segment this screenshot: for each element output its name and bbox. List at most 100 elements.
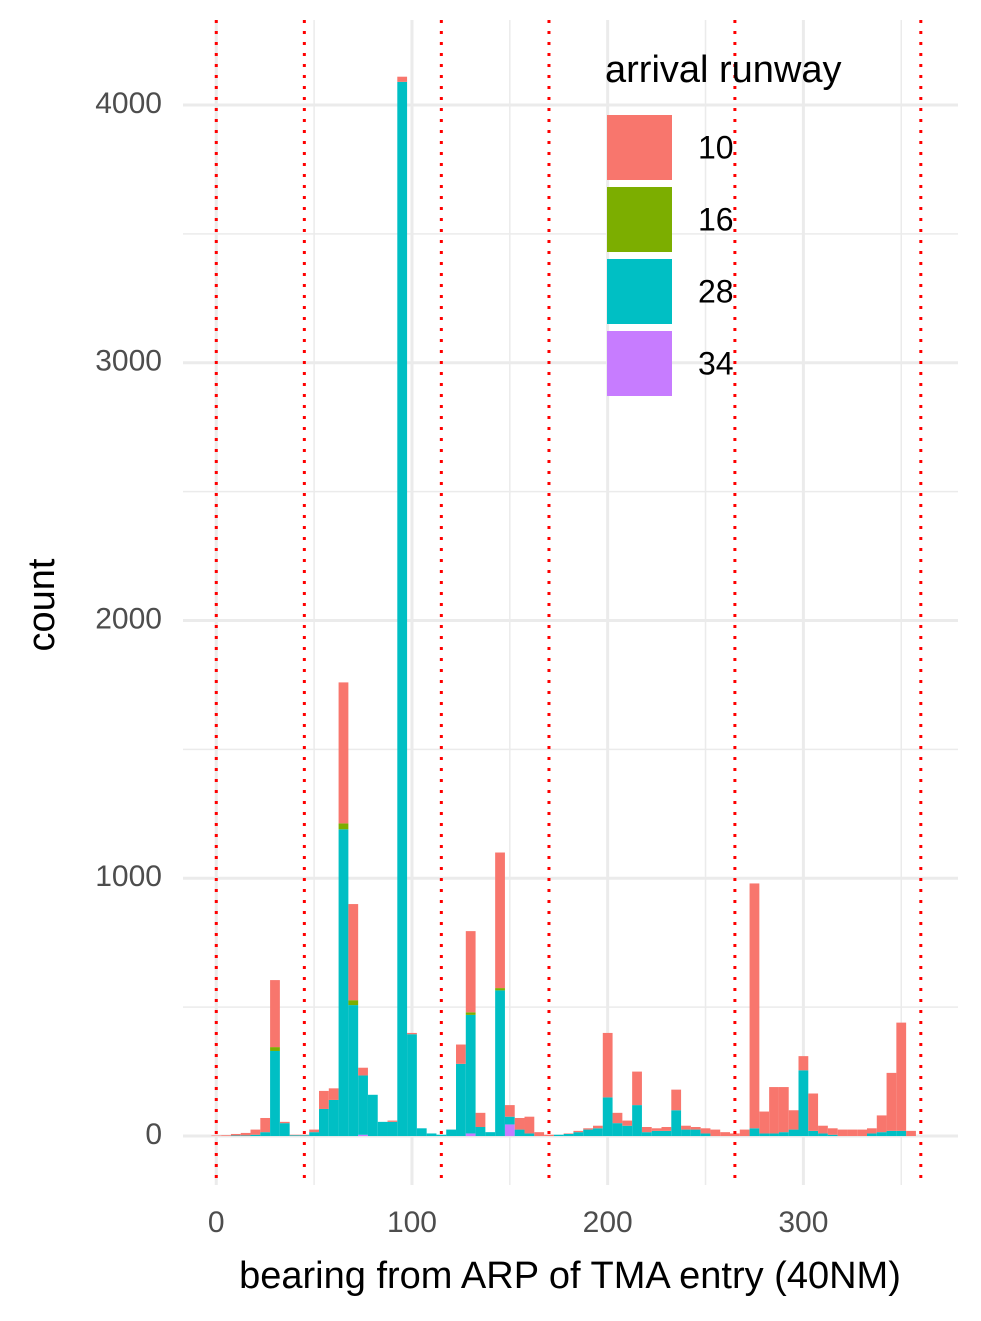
- bar: [720, 1132, 731, 1137]
- bar: [896, 1130, 907, 1137]
- bar: [367, 1094, 378, 1137]
- bar: [289, 1134, 300, 1136]
- bar: [573, 1132, 584, 1137]
- bar: [504, 1124, 515, 1137]
- bar: [328, 1099, 339, 1137]
- bar: [612, 1112, 623, 1124]
- bar: [504, 1105, 515, 1117]
- bar: [328, 1088, 339, 1100]
- bar: [632, 1071, 642, 1106]
- bar: [563, 1133, 574, 1137]
- bar: [358, 1134, 368, 1137]
- bar: [681, 1125, 691, 1130]
- bar: [681, 1129, 691, 1137]
- bar: [700, 1133, 711, 1137]
- bar: [211, 1135, 222, 1137]
- y-tick-label: 2000: [95, 602, 162, 635]
- bar: [593, 1128, 603, 1137]
- bar: [622, 1125, 633, 1137]
- bar: [270, 980, 280, 1048]
- bar: [465, 1014, 476, 1134]
- y-tick-label: 3000: [95, 345, 162, 378]
- bar: [593, 1125, 603, 1129]
- bar: [465, 1133, 476, 1137]
- x-tick-label: 200: [583, 1206, 633, 1239]
- bar: [759, 1133, 770, 1137]
- bar: [583, 1128, 594, 1130]
- bar: [416, 1128, 427, 1137]
- y-tick-label: 0: [145, 1118, 162, 1151]
- bar: [827, 1128, 838, 1135]
- legend-swatch: [607, 259, 672, 324]
- bar: [710, 1129, 721, 1137]
- bar: [475, 1127, 486, 1137]
- bar: [387, 1121, 398, 1137]
- bar: [671, 1089, 682, 1111]
- bar: [749, 1128, 760, 1137]
- y-axis-title: count: [21, 558, 63, 651]
- bar: [700, 1128, 711, 1134]
- bar: [876, 1132, 887, 1137]
- bar: [749, 883, 760, 1129]
- bar: [465, 931, 476, 1013]
- bar: [338, 823, 349, 830]
- x-tick-label: 0: [208, 1206, 225, 1239]
- bar: [485, 1132, 496, 1137]
- legend-swatch: [607, 187, 672, 252]
- bar: [730, 1133, 740, 1137]
- bar: [778, 1132, 789, 1137]
- bar: [818, 1133, 828, 1137]
- bar: [866, 1133, 877, 1137]
- bar: [475, 1112, 486, 1128]
- bar: [338, 682, 349, 824]
- x-tick-label: 100: [387, 1206, 437, 1239]
- legend-label: 28: [698, 273, 734, 309]
- bar: [778, 1087, 789, 1133]
- bar: [876, 1115, 887, 1133]
- bar: [436, 1134, 447, 1137]
- bar: [866, 1128, 877, 1134]
- bar: [348, 1000, 359, 1006]
- bar: [759, 1111, 770, 1134]
- bar: [397, 81, 408, 1137]
- bar: [407, 1032, 417, 1035]
- bar: [788, 1129, 799, 1137]
- legend-label: 34: [698, 345, 734, 381]
- legend-label: 10: [698, 129, 734, 165]
- bar: [544, 1134, 554, 1137]
- bar: [495, 852, 505, 989]
- bar: [690, 1129, 701, 1137]
- bar: [661, 1130, 672, 1137]
- bar: [651, 1128, 662, 1131]
- bar: [818, 1125, 828, 1134]
- bar: [319, 1108, 329, 1137]
- bar: [769, 1087, 779, 1134]
- y-tick-label: 1000: [95, 860, 162, 893]
- bar: [270, 1050, 280, 1137]
- bar: [641, 1127, 652, 1133]
- bar: [622, 1120, 633, 1126]
- bar: [886, 1072, 897, 1131]
- bar: [808, 1093, 819, 1131]
- bar: [299, 1134, 310, 1136]
- bar: [348, 904, 359, 1001]
- bar: [583, 1129, 594, 1137]
- bar: [661, 1127, 672, 1131]
- bar: [289, 1135, 300, 1137]
- bar: [641, 1132, 652, 1137]
- bar: [896, 1022, 907, 1131]
- bar: [240, 1135, 251, 1137]
- bar: [553, 1134, 564, 1137]
- bar: [407, 1034, 417, 1137]
- bar: [837, 1129, 848, 1137]
- bar: [847, 1129, 858, 1137]
- bar: [495, 988, 505, 991]
- bar: [504, 1116, 515, 1125]
- bar: [250, 1129, 261, 1135]
- bar: [397, 76, 408, 82]
- bar: [563, 1133, 574, 1134]
- bar: [270, 1047, 280, 1051]
- bar: [514, 1129, 525, 1137]
- bar: [426, 1133, 437, 1137]
- bar: [827, 1134, 838, 1137]
